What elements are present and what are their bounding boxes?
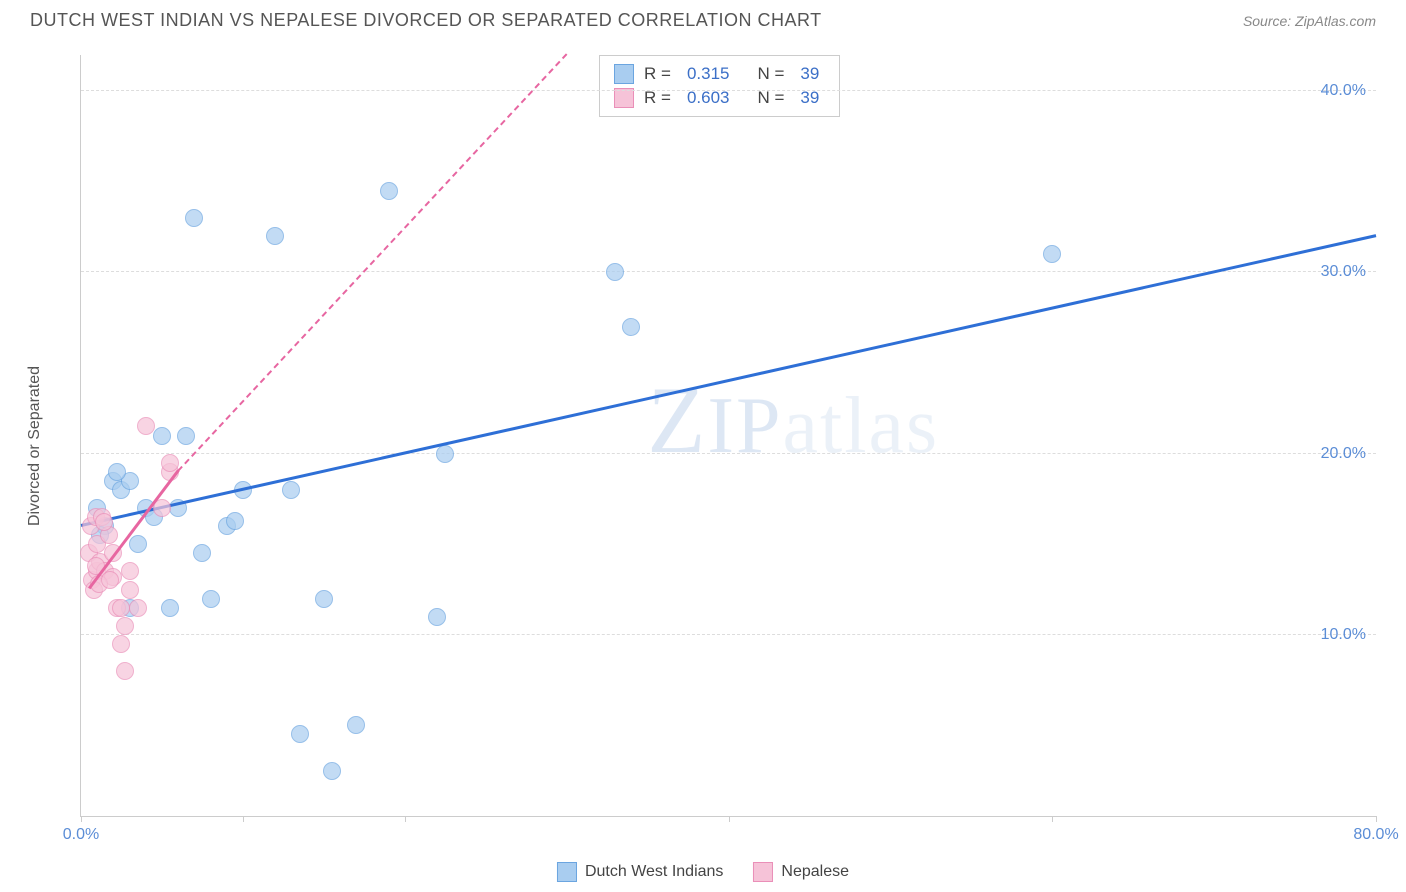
watermark: ZIPatlas	[647, 365, 939, 475]
xtick-mark	[243, 816, 244, 822]
chart-header: DUTCH WEST INDIAN VS NEPALESE DIVORCED O…	[0, 0, 1406, 36]
data-point	[185, 209, 203, 227]
source-label: Source: ZipAtlas.com	[1243, 13, 1376, 29]
data-point	[1043, 245, 1061, 263]
gridline	[81, 634, 1376, 635]
ytick-label: 20.0%	[1321, 445, 1366, 463]
xtick-mark	[729, 816, 730, 822]
legend-item: Nepalese	[753, 862, 849, 882]
bottom-legend: Dutch West Indians Nepalese	[557, 862, 849, 882]
legend-swatch	[753, 862, 773, 882]
data-point	[193, 544, 211, 562]
data-point	[153, 427, 171, 445]
data-point	[202, 590, 220, 608]
trendline	[81, 234, 1377, 526]
xtick-label: 80.0%	[1353, 826, 1398, 844]
plot-area: ZIPatlas R =0.315N =39R =0.603N =39 10.0…	[80, 55, 1376, 817]
data-point	[101, 571, 119, 589]
y-axis-label: Divorced or Separated	[26, 366, 44, 526]
gridline	[81, 271, 1376, 272]
r-value: 0.315	[687, 64, 730, 84]
gridline	[81, 453, 1376, 454]
data-point	[436, 445, 454, 463]
data-point	[323, 762, 341, 780]
data-point	[116, 662, 134, 680]
data-point	[226, 512, 244, 530]
legend-label: Dutch West Indians	[585, 863, 723, 881]
xtick-mark	[81, 816, 82, 822]
chart-title: DUTCH WEST INDIAN VS NEPALESE DIVORCED O…	[30, 10, 822, 31]
legend-stat-row: R = 0.315 N = 39	[614, 62, 825, 86]
data-point	[380, 182, 398, 200]
data-point	[137, 417, 155, 435]
xtick-mark	[1376, 816, 1377, 822]
xtick-mark	[1052, 816, 1053, 822]
data-point	[291, 725, 309, 743]
data-point	[266, 227, 284, 245]
ytick-label: 10.0%	[1321, 626, 1366, 644]
r-label: R =	[644, 64, 671, 84]
data-point	[108, 463, 126, 481]
data-point	[282, 481, 300, 499]
n-label: N =	[757, 64, 784, 84]
data-point	[315, 590, 333, 608]
xtick-label: 0.0%	[63, 826, 99, 844]
data-point	[347, 716, 365, 734]
legend-swatch	[557, 862, 577, 882]
data-point	[177, 427, 195, 445]
trendline	[177, 53, 567, 471]
ytick-label: 30.0%	[1321, 263, 1366, 281]
legend-stats-box: R =0.315N =39R =0.603N =39	[599, 55, 840, 117]
data-point	[116, 617, 134, 635]
n-value: 39	[800, 64, 819, 84]
data-point	[121, 562, 139, 580]
legend-swatch	[614, 64, 634, 84]
ytick-label: 40.0%	[1321, 82, 1366, 100]
data-point	[428, 608, 446, 626]
gridline	[81, 90, 1376, 91]
data-point	[112, 635, 130, 653]
chart-container: Divorced or Separated ZIPatlas R =0.315N…	[50, 45, 1386, 847]
data-point	[129, 535, 147, 553]
data-point	[606, 263, 624, 281]
data-point	[129, 599, 147, 617]
data-point	[622, 318, 640, 336]
data-point	[161, 599, 179, 617]
data-point	[95, 513, 113, 531]
xtick-mark	[405, 816, 406, 822]
data-point	[121, 581, 139, 599]
legend-item: Dutch West Indians	[557, 862, 723, 882]
legend-label: Nepalese	[781, 863, 849, 881]
